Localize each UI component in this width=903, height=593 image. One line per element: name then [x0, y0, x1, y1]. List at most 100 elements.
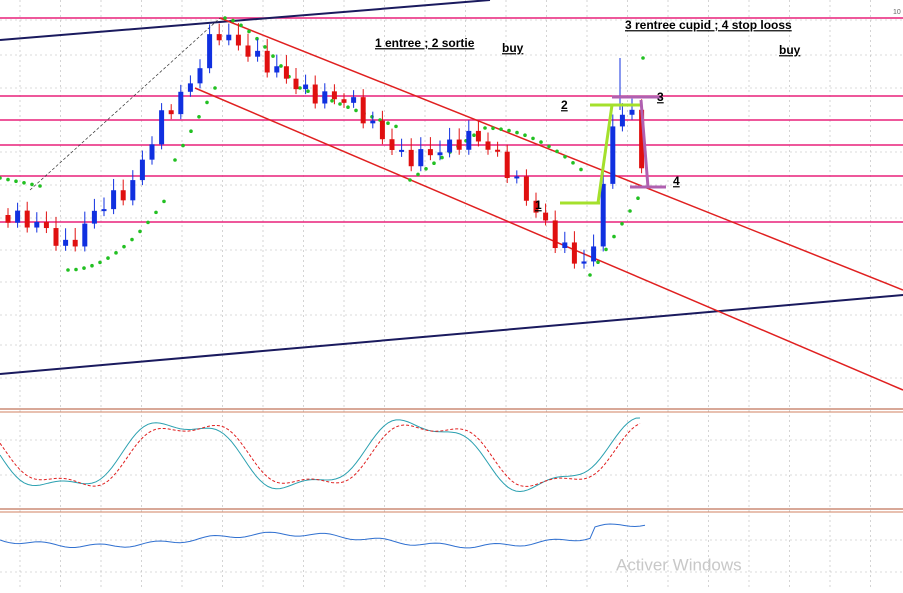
sar-dot [263, 45, 267, 49]
sar-dot [499, 127, 503, 131]
sar-dot [239, 23, 243, 28]
sar-dot [173, 158, 177, 162]
candle-body [456, 139, 462, 150]
sar-dot [628, 209, 632, 213]
sar-dot [416, 172, 420, 177]
candle-body [408, 149, 414, 167]
candle-body [159, 110, 165, 145]
sar-dot [74, 267, 78, 272]
annotation-text: 3 rentree cupid ; 4 stop looss [625, 18, 792, 32]
candle-body [360, 97, 366, 124]
candle-body [533, 200, 539, 213]
candle-body [475, 130, 481, 142]
candle-body [581, 261, 587, 264]
indicator-line [0, 523, 646, 549]
sar-dot [641, 56, 645, 60]
candle-body [72, 239, 78, 247]
stochastic-panel [0, 417, 641, 493]
candle-body [168, 110, 174, 115]
sar-dot [491, 126, 495, 131]
sar-dot [0, 176, 2, 180]
candle-body [264, 50, 270, 73]
sar-dot [154, 210, 158, 215]
sar-dot [523, 133, 527, 137]
sar-dot [338, 102, 342, 106]
sar-dot [515, 130, 519, 135]
sar-dot [38, 184, 42, 188]
candle-body [235, 34, 241, 46]
candle-body [82, 223, 88, 247]
candle-body [255, 50, 261, 57]
sar-dot [271, 54, 275, 58]
candle-body [591, 246, 597, 262]
candle-body [283, 66, 289, 79]
annotation-lines [560, 95, 666, 205]
candle-body [322, 91, 328, 104]
candle-body [216, 34, 222, 41]
sar-dot [98, 260, 102, 265]
annotation-text: buy [779, 43, 801, 57]
sar-dot [205, 100, 209, 105]
sar-dot [30, 182, 34, 187]
sar-dot [146, 220, 150, 225]
trend-lines [0, 0, 903, 391]
sar-dot [247, 29, 251, 34]
sar-dot [130, 237, 134, 242]
candle-body [303, 84, 309, 90]
sar-dot [596, 260, 600, 265]
sar-dot [106, 256, 110, 260]
sar-dot [539, 140, 543, 144]
candle-body [130, 180, 136, 201]
candle-body [418, 149, 424, 167]
sar-dot [636, 196, 640, 200]
candle-body [514, 176, 520, 179]
sar-dot [306, 89, 310, 93]
sar-dot [82, 266, 86, 270]
sar-dot [6, 177, 10, 182]
candle-body [571, 242, 577, 264]
candle-body [139, 159, 145, 181]
sar-dot [114, 251, 118, 255]
candle-body [43, 221, 49, 229]
sar-dot [386, 121, 390, 125]
candle-body [15, 210, 21, 223]
sar-dot [408, 178, 412, 182]
sar-dot [483, 126, 487, 130]
sar-dot [507, 128, 511, 133]
sar-dot [620, 222, 624, 226]
sar-dot [588, 273, 592, 277]
annotation-number: 2 [561, 98, 568, 112]
candle-body [53, 228, 59, 246]
candle-body [245, 45, 251, 57]
sar-dot [22, 181, 26, 185]
sar-dot [197, 115, 201, 119]
candle-body [120, 190, 126, 201]
candle-body [331, 91, 337, 100]
sar-dot [162, 199, 166, 204]
candle-body [437, 152, 443, 156]
sar-dot [223, 16, 227, 20]
candle-body [466, 130, 472, 150]
candle-body [274, 66, 280, 73]
sar-dot [354, 108, 358, 113]
candle-body [197, 68, 203, 84]
candles [5, 23, 645, 269]
candle-body [370, 120, 376, 124]
sar-dot [181, 143, 185, 148]
candle-body [207, 34, 213, 69]
sar-dot [579, 167, 583, 172]
sar-dot [66, 268, 70, 272]
annotation-number: 4 [673, 174, 680, 188]
candle-body [91, 210, 97, 224]
sar-dot [563, 155, 567, 159]
sar-dot [231, 18, 235, 23]
candle-body [562, 242, 568, 249]
candle-body [447, 139, 453, 153]
candle-body [600, 183, 606, 247]
candle-body [341, 99, 347, 103]
sar-dot [298, 86, 302, 90]
sar-dot [440, 155, 444, 160]
sar-dot [604, 247, 608, 252]
candle-body [149, 144, 155, 160]
